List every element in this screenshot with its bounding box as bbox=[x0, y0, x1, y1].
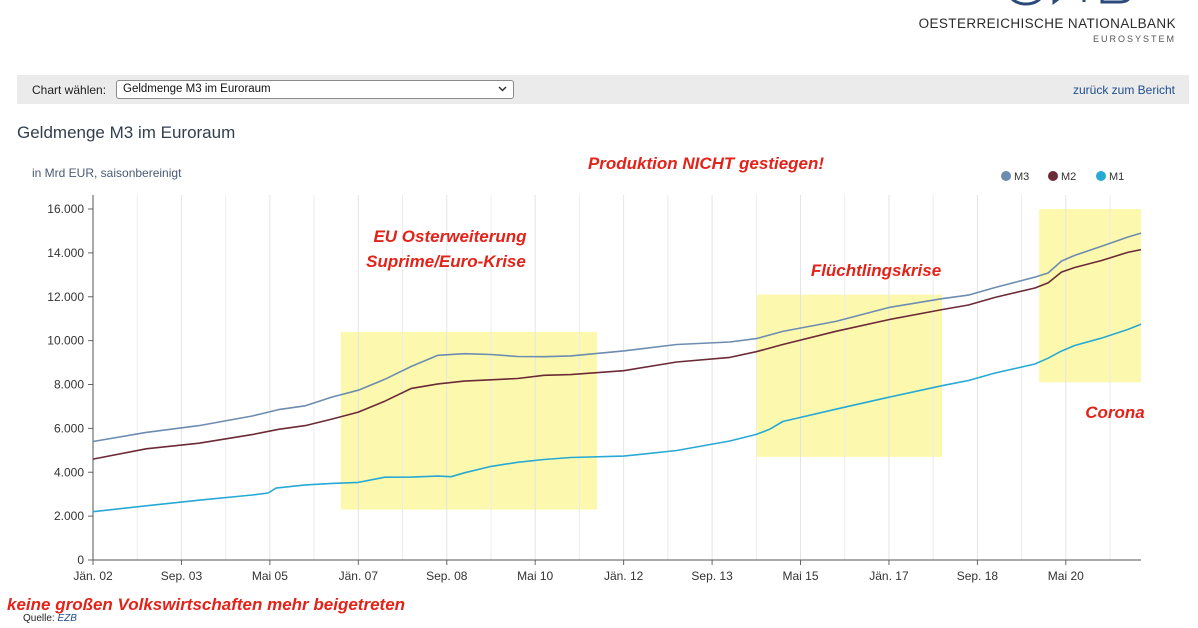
y-tick-label: 10.000 bbox=[47, 334, 84, 348]
legend-marker-m3 bbox=[1001, 171, 1011, 181]
chart-subtitle: in Mrd EUR, saisonbereinigt bbox=[32, 166, 182, 180]
chevron-down-icon bbox=[498, 86, 507, 92]
annotation-euro-crisis: Suprime/Euro-Krise bbox=[366, 252, 526, 271]
legend-label-m2: M2 bbox=[1061, 171, 1076, 183]
chart-select-toolbar: Chart wählen: Geldmenge M3 im Euroraum z… bbox=[17, 75, 1189, 104]
annotation-production: Produktion NICHT gestiegen! bbox=[588, 154, 824, 173]
highlight-box-2 bbox=[1039, 209, 1141, 383]
x-tick-label: Mai 15 bbox=[782, 569, 818, 583]
chart-title: Geldmenge M3 im Euroraum bbox=[17, 123, 236, 142]
source-label: Quelle: bbox=[23, 613, 55, 624]
legend-marker-m1 bbox=[1096, 171, 1106, 181]
x-tick-label: Sep. 08 bbox=[426, 569, 468, 583]
y-tick-label: 14.000 bbox=[47, 246, 84, 260]
annotation-corona: Corona bbox=[1085, 403, 1145, 422]
x-tick-label: Jän. 12 bbox=[604, 569, 644, 583]
x-tick-label: Mai 20 bbox=[1048, 569, 1084, 583]
chart-select-label: Chart wählen: bbox=[32, 83, 107, 97]
source-note: Quelle: EZB bbox=[23, 613, 77, 624]
x-tick-label: Jän. 02 bbox=[73, 569, 113, 583]
y-tick-label: 6.000 bbox=[54, 421, 84, 435]
x-tick-label: Mai 10 bbox=[517, 569, 553, 583]
y-tick-label: 12.000 bbox=[47, 290, 84, 304]
annotation-eu-enlargement: EU Osterweiterung bbox=[373, 227, 527, 246]
x-tick-label: Sep. 13 bbox=[691, 569, 733, 583]
x-tick-label: Jän. 17 bbox=[869, 569, 909, 583]
back-to-report-link[interactable]: zurück zum Bericht bbox=[1072, 83, 1175, 97]
source-link[interactable]: EZB bbox=[57, 613, 77, 624]
chart-select-value: Geldmenge M3 im Euroraum bbox=[123, 83, 271, 95]
x-tick-label: Jän. 07 bbox=[339, 569, 379, 583]
logo-subtitle: EUROSYSTEM bbox=[1092, 34, 1176, 44]
chart-select-dropdown[interactable]: Geldmenge M3 im Euroraum bbox=[116, 80, 514, 99]
y-tick-label: 4.000 bbox=[54, 465, 84, 479]
x-tick-label: Sep. 18 bbox=[957, 569, 999, 583]
annotation-no-large-economies: keine großen Volkswirtschaften mehr beig… bbox=[7, 595, 405, 614]
legend-marker-m2 bbox=[1048, 171, 1058, 181]
y-tick-label: 16.000 bbox=[47, 202, 84, 216]
x-tick-label: Sep. 03 bbox=[161, 569, 203, 583]
y-tick-label: 0 bbox=[77, 553, 84, 567]
onb-logo-mark-icon bbox=[1011, 0, 1130, 6]
series-line-m1 bbox=[92, 323, 1142, 513]
x-tick-label: Mai 05 bbox=[252, 569, 288, 583]
series-line-m3 bbox=[92, 232, 1142, 443]
series-line-m2 bbox=[92, 248, 1142, 460]
legend-label-m3: M3 bbox=[1014, 171, 1029, 183]
highlight-box-0 bbox=[340, 331, 598, 510]
y-tick-label: 2.000 bbox=[54, 509, 84, 523]
y-tick-label: 8.000 bbox=[54, 378, 84, 392]
highlight-box-1 bbox=[756, 294, 943, 457]
annotation-refugee-crisis: Flüchtlingskrise bbox=[811, 261, 941, 280]
logo-name: OESTERREICHISCHE NATIONALBANK bbox=[918, 16, 1176, 31]
legend-label-m1: M1 bbox=[1109, 171, 1124, 183]
